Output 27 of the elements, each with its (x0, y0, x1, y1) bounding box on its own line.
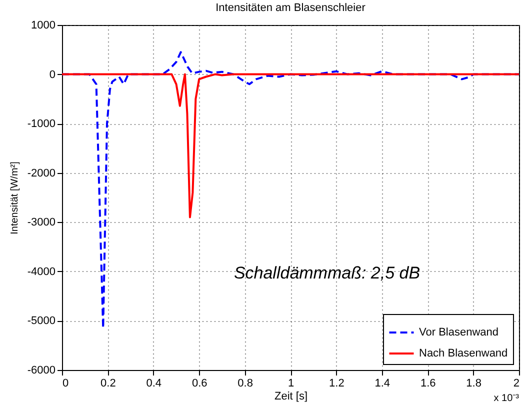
y-tick-label: -1000 (27, 118, 56, 130)
y-tick-label: -2000 (27, 167, 56, 180)
y-tick-label: -6000 (27, 364, 56, 376)
y-tick-label: 1000 (31, 20, 56, 32)
x-tick-label: 1 (288, 378, 294, 390)
x-tick-label: 0.6 (192, 378, 208, 390)
x-tick-label: 1.8 (466, 378, 482, 390)
line-series (61, 73, 520, 218)
y-tick-label: -3000 (27, 216, 56, 229)
x-tick-label: 0.8 (238, 378, 253, 390)
x-tick-label: 0 (62, 378, 69, 390)
legend-label: Vor Blasenwand (419, 326, 498, 338)
annotation: Schalldämmmaß: 2,5 dB (234, 263, 420, 282)
y-axis-title: Intensität [W/m²] (9, 161, 20, 234)
x-tick-label: 0.4 (146, 378, 162, 390)
x-tick-label: 1.4 (374, 378, 390, 390)
legend-label: Nach Blasenwand (419, 348, 508, 360)
y-tick-label: -5000 (27, 315, 56, 328)
y-tick-label: 0 (49, 68, 56, 81)
chart-title: Intensitäten am Blasenschleier (216, 2, 366, 14)
x-tick-label: 1.2 (329, 378, 344, 390)
x-tick-label: 0.2 (100, 378, 116, 390)
x-tick-label: 2 (513, 378, 520, 390)
x-axis-title: Zeit [s] (274, 390, 308, 402)
y-tick-label: -4000 (27, 266, 56, 278)
text: x 10⁻³ (494, 393, 520, 404)
x-tick-label: 1.6 (420, 378, 436, 390)
